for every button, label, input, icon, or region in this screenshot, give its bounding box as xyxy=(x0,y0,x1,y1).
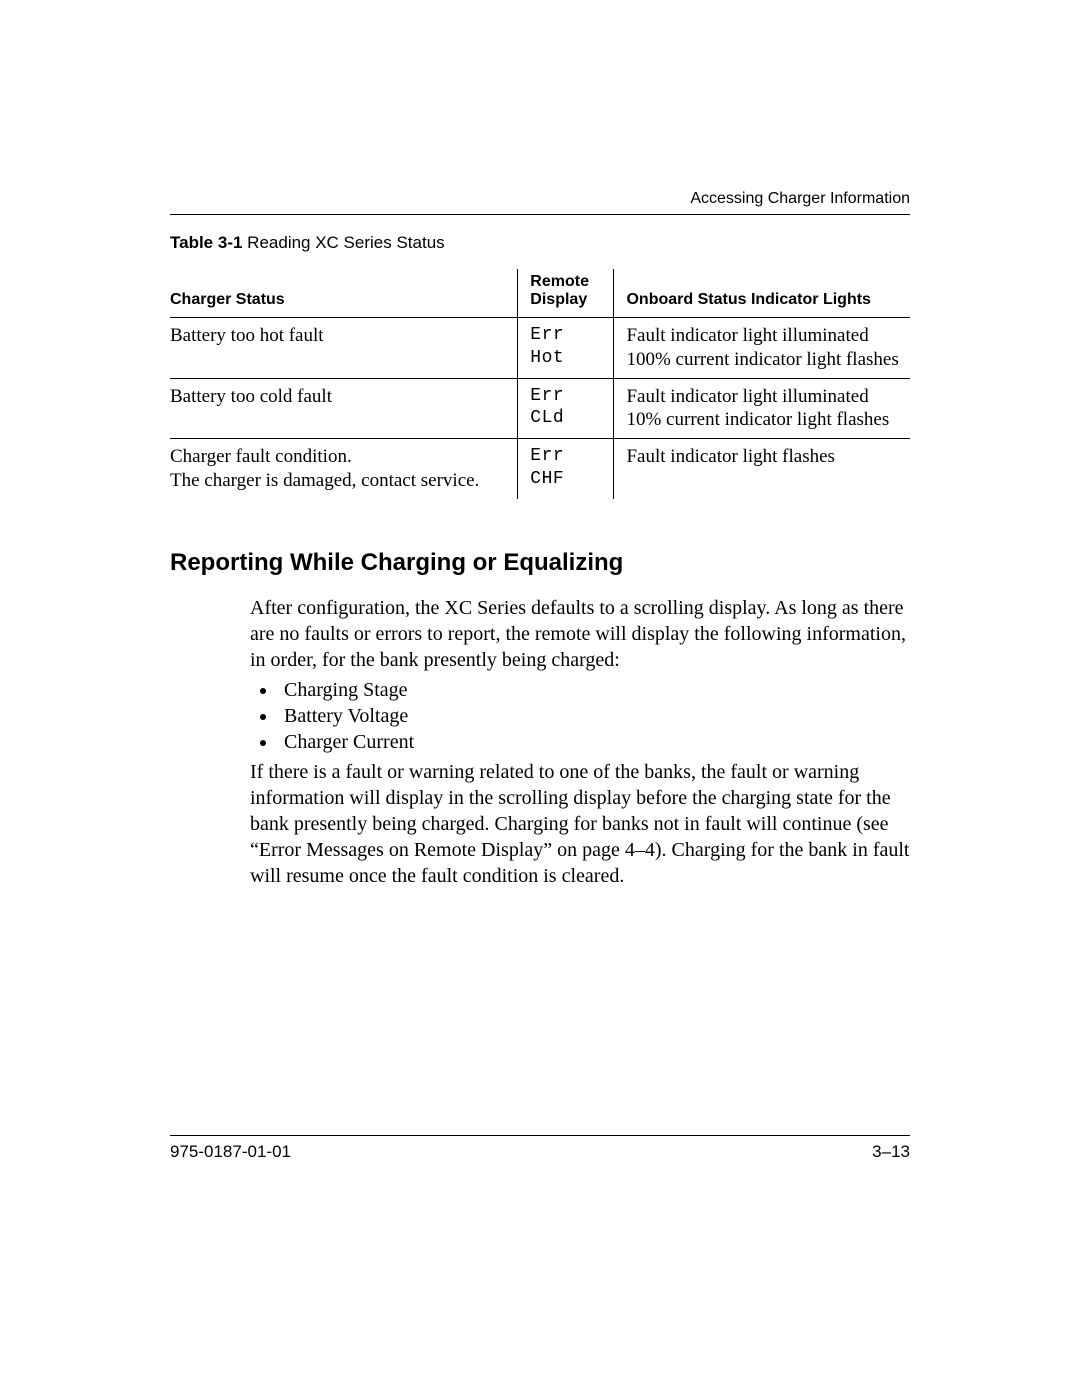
cell-lights: Fault indicator light illuminated 100% c… xyxy=(614,318,910,379)
table-caption: Table 3-1 Reading XC Series Status xyxy=(170,233,910,253)
cell-status: Battery too hot fault xyxy=(170,318,518,379)
status-line: Charger fault condition. xyxy=(170,445,507,469)
lights-line: Fault indicator light flashes xyxy=(626,445,900,469)
lights-line: Fault indicator light illuminated xyxy=(626,324,900,348)
page: Accessing Charger Information Table 3-1 … xyxy=(0,0,1080,1397)
cell-remote: Err CLd xyxy=(518,378,614,439)
cell-remote: Err CHF xyxy=(518,439,614,499)
status-table: Charger Status Remote Display Onboard St… xyxy=(170,269,910,499)
list-item: Battery Voltage xyxy=(278,703,910,729)
remote-code: Err xyxy=(530,385,603,408)
lights-line: Fault indicator light illuminated xyxy=(626,385,900,409)
table-row: Battery too hot fault Err Hot Fault indi… xyxy=(170,318,910,379)
page-number: 3–13 xyxy=(872,1142,910,1162)
table-caption-label: Table 3-1 xyxy=(170,233,242,252)
col-header-lights: Onboard Status Indicator Lights xyxy=(614,269,910,318)
lights-line: 100% current indicator light flashes xyxy=(626,348,900,372)
col-header-status: Charger Status xyxy=(170,269,518,318)
remote-code: CHF xyxy=(530,468,603,491)
remote-code: Err xyxy=(530,445,603,468)
doc-number: 975-0187-01-01 xyxy=(170,1142,291,1162)
table-header-row: Charger Status Remote Display Onboard St… xyxy=(170,269,910,318)
header-rule xyxy=(170,214,910,215)
running-header: Accessing Charger Information xyxy=(170,190,910,208)
remote-code: Err xyxy=(530,324,603,347)
paragraph: After configuration, the XC Series defau… xyxy=(250,595,910,673)
footer-rule xyxy=(170,1135,910,1136)
cell-status: Battery too cold fault xyxy=(170,378,518,439)
section-heading: Reporting While Charging or Equalizing xyxy=(170,549,910,577)
table-caption-title: Reading XC Series Status xyxy=(247,233,445,252)
list-item: Charger Current xyxy=(278,729,910,755)
table-row: Charger fault condition. The charger is … xyxy=(170,439,910,499)
cell-lights: Fault indicator light flashes xyxy=(614,439,910,499)
footer: 975-0187-01-01 3–13 xyxy=(170,1135,910,1162)
paragraph: If there is a fault or warning related t… xyxy=(250,759,910,889)
table-row: Battery too cold fault Err CLd Fault ind… xyxy=(170,378,910,439)
remote-code: CLd xyxy=(530,407,603,430)
bullet-list: Charging Stage Battery Voltage Charger C… xyxy=(250,677,910,755)
footer-row: 975-0187-01-01 3–13 xyxy=(170,1142,910,1162)
col-header-remote: Remote Display xyxy=(518,269,614,318)
lights-line: 10% current indicator light flashes xyxy=(626,408,900,432)
status-line: The charger is damaged, contact service. xyxy=(170,469,507,493)
list-item: Charging Stage xyxy=(278,677,910,703)
body-block: After configuration, the XC Series defau… xyxy=(250,595,910,889)
cell-status: Charger fault condition. The charger is … xyxy=(170,439,518,499)
cell-lights: Fault indicator light illuminated 10% cu… xyxy=(614,378,910,439)
cell-remote: Err Hot xyxy=(518,318,614,379)
remote-code: Hot xyxy=(530,347,603,370)
